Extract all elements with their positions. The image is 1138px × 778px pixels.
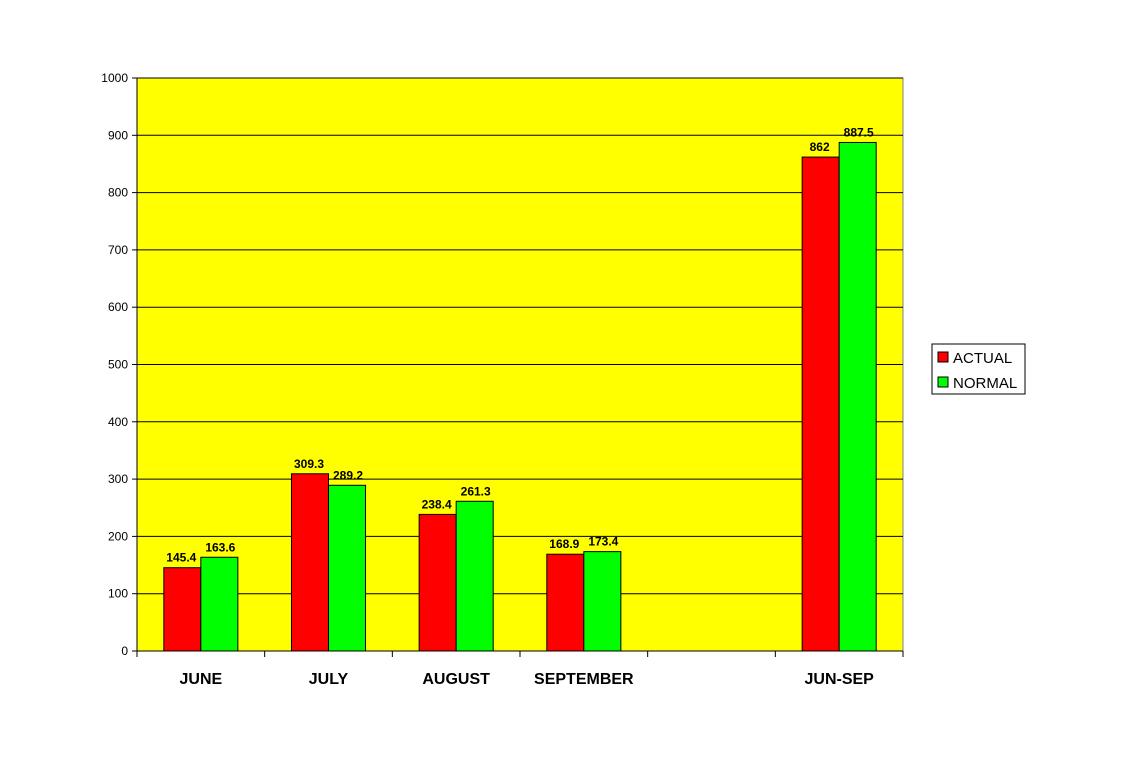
legend: ACTUAL NORMAL [931, 343, 1026, 395]
bar-actual [163, 567, 202, 652]
data-label-actual: 238.4 [422, 497, 452, 511]
y-tick-label: 800 [108, 186, 128, 200]
y-tick-label: 1000 [101, 71, 128, 85]
bar-actual [418, 513, 457, 652]
data-label-normal: 887.5 [844, 125, 874, 139]
data-label-normal: 261.3 [461, 484, 491, 498]
data-label-actual: 168.9 [549, 537, 579, 551]
y-tick-label: 100 [108, 587, 128, 601]
data-label-actual: 862 [810, 140, 830, 154]
legend-swatch-normal [937, 376, 949, 388]
y-tick-label: 700 [108, 243, 128, 257]
x-category-label: SEPTEMBER [534, 671, 634, 688]
y-tick-label: 500 [108, 358, 128, 372]
data-label-normal: 289.2 [333, 468, 363, 482]
bar-actual [290, 473, 329, 652]
y-tick-label: 200 [108, 529, 128, 543]
legend-label-actual: ACTUAL [953, 350, 1012, 367]
data-label-normal: 173.4 [588, 535, 618, 549]
gridlines [137, 77, 903, 595]
bar-normal [583, 551, 622, 652]
data-label-actual: 309.3 [294, 457, 324, 471]
x-axis: JUNE JULY AUGUST SEPTEMBER JUN-SEP [136, 650, 904, 688]
x-category-label: AUGUST [422, 671, 490, 688]
y-axis: 0 100 200 300 400 500 600 700 800 900 1000 [101, 71, 138, 658]
data-label-normal: 163.6 [205, 540, 235, 554]
data-label-actual: 145.4 [166, 551, 196, 565]
bars [163, 141, 877, 652]
y-tick-label: 400 [108, 415, 128, 429]
x-category-label: JULY [309, 671, 349, 688]
x-category-label: JUNE [179, 671, 222, 688]
bar-normal [200, 556, 239, 652]
bar-actual [801, 156, 840, 652]
y-tick-label: 900 [108, 128, 128, 142]
bar-normal [455, 500, 494, 652]
bar-actual [546, 553, 585, 652]
bar-normal [328, 484, 367, 652]
legend-swatch-actual [937, 351, 949, 363]
y-tick-label: 600 [108, 300, 128, 314]
data-labels: 145.4 163.6 309.3 289.2 238.4 261.3 168.9 173.4… [166, 125, 874, 564]
legend-label-normal: NORMAL [953, 375, 1017, 392]
bar-normal [838, 141, 877, 652]
y-tick-label: 0 [121, 644, 128, 658]
x-category-label: JUN-SEP [804, 671, 874, 688]
y-tick-label: 300 [108, 472, 128, 486]
